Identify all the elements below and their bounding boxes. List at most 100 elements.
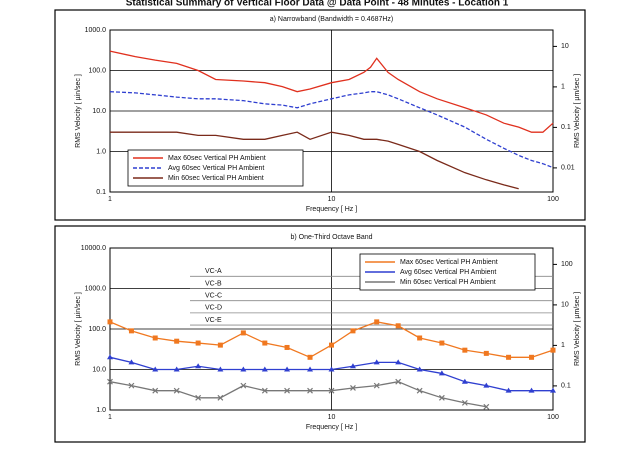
y2-axis-label: RMS Velocity [ µm/sec ]: [574, 292, 581, 366]
criterion-label: VC-B: [205, 280, 222, 287]
x-tick-label: 1: [108, 414, 112, 421]
marker: [373, 382, 380, 389]
y-axis-label: RMS Velocity [ µin/sec ]: [75, 74, 82, 148]
marker: [217, 366, 224, 372]
marker: [373, 359, 380, 365]
marker: [416, 387, 423, 394]
marker: [350, 328, 356, 334]
y2-tick-label: 10: [561, 43, 569, 50]
marker: [284, 387, 290, 394]
marker: [240, 330, 246, 336]
marker: [395, 378, 402, 385]
series-line: [109, 91, 554, 169]
marker: [395, 323, 401, 329]
series-line: [109, 381, 487, 408]
marker: [284, 344, 290, 350]
marker: [329, 342, 334, 348]
marker: [152, 335, 158, 341]
y-tick-label: 1000.0: [85, 285, 107, 292]
y-tick-label: 10.0: [92, 366, 106, 373]
marker: [461, 378, 468, 384]
marker: [217, 394, 224, 401]
y-tick-label: 1.0: [96, 407, 106, 414]
marker: [195, 363, 202, 369]
marker: [107, 354, 113, 360]
marker: [240, 366, 247, 372]
marker: [529, 354, 535, 360]
marker: [128, 359, 135, 365]
marker: [439, 340, 445, 346]
y-tick-label: 10000.0: [81, 245, 106, 252]
marker: [128, 382, 135, 389]
marker: [550, 387, 556, 393]
marker: [483, 403, 490, 410]
y2-axis-label: RMS Velocity [ µm/sec ]: [574, 74, 581, 148]
legend-label: Min 60sec Vertical PH Ambient: [168, 175, 264, 182]
marker: [107, 378, 113, 385]
marker: [395, 359, 402, 365]
marker: [328, 366, 335, 372]
marker: [261, 387, 268, 394]
marker: [307, 366, 314, 372]
marker: [505, 387, 512, 393]
y-tick-label: 10.0: [92, 108, 106, 115]
legend-label: Avg 60sec Vertical PH Ambient: [168, 165, 264, 172]
marker: [374, 319, 380, 325]
marker: [195, 394, 202, 401]
marker: [217, 342, 223, 348]
figure-title: Statistical Summary of Vertical Floor Da…: [126, 0, 509, 9]
marker: [174, 338, 180, 344]
y2-tick-label: 1: [561, 342, 565, 349]
y2-tick-label: 1: [561, 84, 565, 91]
y2-tick-label: 10: [561, 302, 569, 309]
y2-tick-label: 0.01: [561, 165, 575, 172]
marker: [461, 399, 468, 406]
y2-tick-label: 0.1: [561, 124, 571, 131]
y-tick-label: 0.1: [96, 189, 106, 196]
legend-label: Min 60sec Vertical PH Ambient: [400, 279, 496, 286]
y-tick-label: 1000.0: [85, 27, 107, 34]
marker: [506, 354, 512, 360]
marker: [328, 387, 335, 394]
marker: [173, 366, 180, 372]
legend-label: Max 60sec Vertical PH Ambient: [168, 155, 266, 162]
legend-label: Max 60sec Vertical PH Ambient: [400, 259, 498, 266]
marker: [462, 347, 468, 353]
marker: [349, 363, 356, 369]
y-tick-label: 100.0: [88, 326, 106, 333]
marker: [307, 354, 313, 360]
series-line: [110, 131, 519, 190]
x-tick-label: 10: [328, 196, 336, 203]
marker: [107, 319, 113, 325]
x-tick-label: 1: [108, 196, 112, 203]
marker: [128, 328, 134, 334]
marker: [416, 366, 423, 372]
legend-label: Avg 60sec Vertical PH Ambient: [400, 269, 496, 276]
criterion-label: VC-E: [205, 317, 222, 324]
marker: [262, 340, 268, 346]
marker: [173, 387, 180, 394]
chart-title: b) One-Third Octave Band: [290, 234, 372, 241]
marker: [284, 366, 291, 372]
marker: [483, 350, 489, 356]
marker: [483, 382, 490, 388]
marker: [152, 387, 159, 394]
marker: [417, 335, 423, 341]
marker: [528, 387, 535, 393]
y2-tick-label: 0.1: [561, 383, 571, 390]
x-tick-label: 100: [547, 414, 559, 421]
marker: [261, 366, 268, 372]
marker: [195, 340, 201, 346]
x-axis-label: Frequency [ Hz ]: [306, 206, 357, 213]
y-tick-label: 100.0: [88, 67, 106, 74]
x-axis-label: Frequency [ Hz ]: [306, 424, 357, 431]
marker: [438, 394, 445, 401]
criterion-label: VC-A: [205, 268, 222, 275]
marker: [550, 347, 556, 353]
y-tick-label: 1.0: [96, 148, 106, 155]
marker: [152, 366, 159, 372]
criterion-label: VC-C: [205, 293, 222, 300]
series-line: [109, 50, 554, 133]
